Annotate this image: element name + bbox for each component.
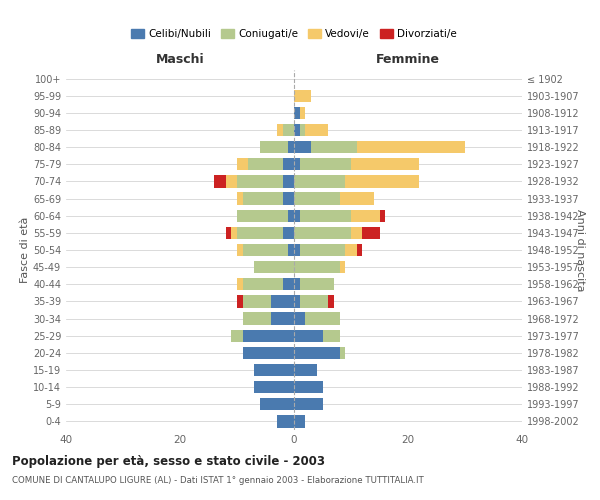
- Bar: [294, 106, 300, 119]
- Text: COMUNE DI CANTALUPO LIGURE (AL) - Dati ISTAT 1° gennaio 2003 - Elaborazione TUTT: COMUNE DI CANTALUPO LIGURE (AL) - Dati I…: [12, 476, 424, 485]
- Bar: [232, 226, 237, 239]
- Bar: [294, 158, 300, 170]
- Bar: [237, 158, 248, 170]
- Bar: [300, 106, 305, 119]
- Bar: [380, 210, 385, 222]
- Bar: [294, 176, 346, 188]
- Bar: [226, 176, 237, 188]
- Bar: [277, 124, 283, 136]
- Bar: [283, 124, 294, 136]
- Bar: [243, 244, 289, 256]
- Legend: Celibi/Nubili, Coniugati/e, Vedovi/e, Divorziati/e: Celibi/Nubili, Coniugati/e, Vedovi/e, Di…: [127, 25, 461, 44]
- Bar: [294, 381, 323, 394]
- Bar: [232, 330, 242, 342]
- Bar: [283, 226, 294, 239]
- Bar: [283, 158, 294, 170]
- Y-axis label: Anni di nascita: Anni di nascita: [575, 209, 585, 291]
- Bar: [300, 278, 334, 290]
- Bar: [294, 90, 311, 102]
- Bar: [254, 381, 294, 394]
- Bar: [237, 210, 289, 222]
- Bar: [283, 192, 294, 204]
- Bar: [351, 210, 380, 222]
- Text: Popolazione per età, sesso e stato civile - 2003: Popolazione per età, sesso e stato civil…: [12, 455, 325, 468]
- Bar: [289, 210, 294, 222]
- Bar: [254, 261, 294, 274]
- Bar: [243, 278, 283, 290]
- Bar: [294, 416, 305, 428]
- Bar: [328, 296, 334, 308]
- Bar: [289, 141, 294, 154]
- Bar: [294, 312, 305, 324]
- Bar: [300, 296, 328, 308]
- Bar: [346, 176, 419, 188]
- Bar: [323, 330, 340, 342]
- Bar: [237, 226, 283, 239]
- Bar: [242, 346, 294, 359]
- Bar: [237, 176, 283, 188]
- Bar: [242, 312, 271, 324]
- Bar: [294, 210, 300, 222]
- Bar: [294, 226, 351, 239]
- Bar: [294, 141, 311, 154]
- Bar: [294, 124, 300, 136]
- Y-axis label: Fasce di età: Fasce di età: [20, 217, 30, 283]
- Bar: [300, 244, 346, 256]
- Bar: [294, 398, 323, 410]
- Bar: [346, 244, 356, 256]
- Bar: [237, 192, 242, 204]
- Bar: [294, 244, 300, 256]
- Bar: [248, 158, 283, 170]
- Bar: [300, 124, 305, 136]
- Bar: [356, 141, 465, 154]
- Bar: [283, 278, 294, 290]
- Bar: [242, 330, 294, 342]
- Bar: [294, 364, 317, 376]
- Bar: [305, 312, 340, 324]
- Bar: [294, 192, 340, 204]
- Bar: [277, 416, 294, 428]
- Bar: [340, 346, 346, 359]
- Bar: [305, 124, 328, 136]
- Bar: [311, 141, 357, 154]
- Bar: [271, 312, 294, 324]
- Bar: [351, 226, 362, 239]
- Bar: [214, 176, 226, 188]
- Bar: [237, 244, 242, 256]
- Bar: [289, 244, 294, 256]
- Bar: [226, 226, 232, 239]
- Bar: [242, 296, 271, 308]
- Bar: [300, 210, 351, 222]
- Text: Maschi: Maschi: [155, 54, 205, 66]
- Bar: [294, 296, 300, 308]
- Bar: [243, 192, 283, 204]
- Bar: [237, 296, 242, 308]
- Bar: [271, 296, 294, 308]
- Bar: [362, 226, 380, 239]
- Bar: [340, 192, 374, 204]
- Bar: [294, 278, 300, 290]
- Bar: [351, 158, 419, 170]
- Bar: [283, 176, 294, 188]
- Bar: [356, 244, 362, 256]
- Bar: [237, 278, 242, 290]
- Bar: [254, 364, 294, 376]
- Text: Femmine: Femmine: [376, 54, 440, 66]
- Bar: [294, 330, 323, 342]
- Bar: [340, 261, 346, 274]
- Bar: [260, 398, 294, 410]
- Bar: [294, 346, 340, 359]
- Bar: [300, 158, 351, 170]
- Bar: [260, 141, 289, 154]
- Bar: [294, 261, 340, 274]
